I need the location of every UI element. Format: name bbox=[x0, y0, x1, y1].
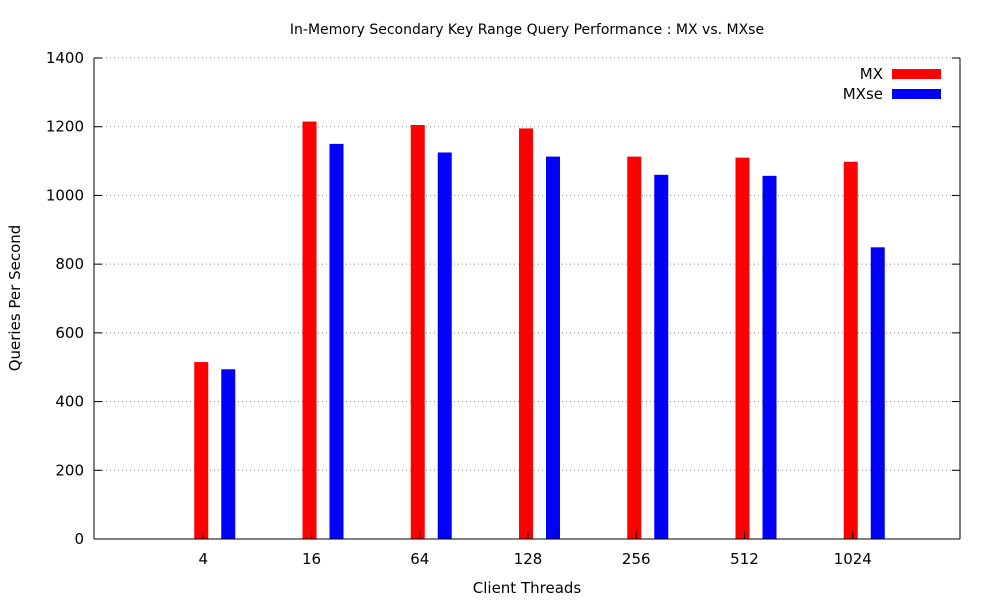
legend-swatch-mx bbox=[892, 69, 941, 79]
y-tick-label: 0 bbox=[74, 530, 84, 548]
bar-mx-512 bbox=[735, 157, 750, 539]
legend: MX MXse bbox=[843, 65, 941, 103]
legend-label-mx: MX bbox=[860, 65, 883, 83]
y-tick-label: 200 bbox=[55, 461, 84, 479]
tick-labels: 0 200 400 600 800 1000 1200 1400 4 16 64 128 256 512 1… bbox=[46, 49, 872, 568]
y-tick-label: 600 bbox=[55, 324, 84, 342]
bar-mxse-4 bbox=[221, 369, 236, 539]
x-tick-label: 128 bbox=[514, 550, 543, 568]
bar-mxse-512 bbox=[762, 175, 777, 539]
y-tick-label: 1400 bbox=[46, 49, 84, 67]
y-tick-label: 1200 bbox=[46, 118, 84, 136]
bar-mxse-16 bbox=[329, 143, 344, 539]
axes bbox=[93, 57, 961, 540]
bar-mx-16 bbox=[302, 121, 317, 539]
y-tick-label: 1000 bbox=[46, 186, 84, 204]
legend-swatch-mxse bbox=[892, 89, 941, 99]
bar-mxse-1024 bbox=[870, 247, 885, 539]
bars bbox=[194, 121, 885, 540]
x-tick-label: 4 bbox=[198, 550, 208, 568]
x-axis-label: Client Threads bbox=[473, 579, 582, 597]
legend-label-mxse: MXse bbox=[843, 85, 883, 103]
y-axis-label: Queries Per Second bbox=[6, 225, 24, 372]
bar-mxse-256 bbox=[654, 174, 669, 540]
bar-mx-1024 bbox=[843, 161, 858, 539]
bar-mx-4 bbox=[194, 362, 209, 539]
x-tick-label: 1024 bbox=[834, 550, 872, 568]
x-tick-label: 512 bbox=[730, 550, 759, 568]
y-tick-label: 400 bbox=[55, 393, 84, 411]
bar-mxse-128 bbox=[546, 156, 560, 540]
y-tick-label: 800 bbox=[55, 255, 84, 273]
x-tick-label: 256 bbox=[622, 550, 651, 568]
x-tick-label: 16 bbox=[302, 550, 321, 568]
bar-mx-128 bbox=[519, 128, 533, 540]
bar-mx-64 bbox=[410, 124, 425, 539]
bar-mx-256 bbox=[627, 156, 642, 540]
x-tick-label: 64 bbox=[410, 550, 429, 568]
bar-mxse-64 bbox=[437, 152, 452, 539]
chart-title: In-Memory Secondary Key Range Query Perf… bbox=[290, 22, 764, 38]
